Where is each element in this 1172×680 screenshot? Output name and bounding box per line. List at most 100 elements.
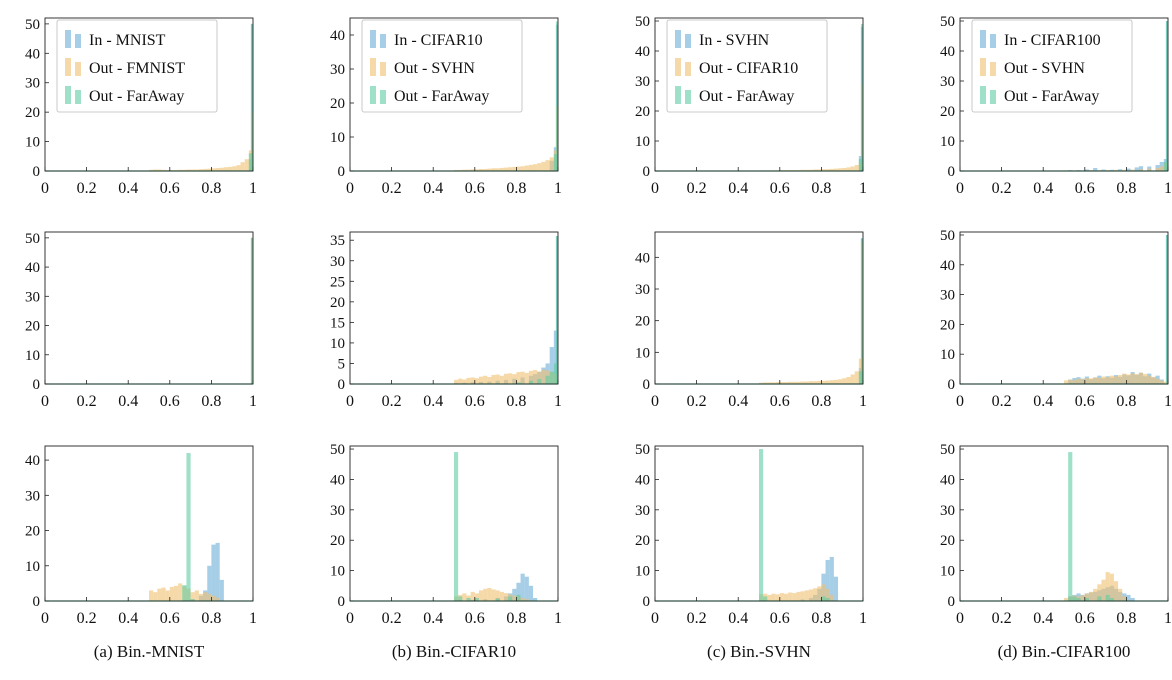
y-tick-label: 10 [635,564,650,580]
bar-series0-4 [211,544,216,601]
bar-series2-1 [763,596,768,601]
bar-series1-6 [173,585,179,601]
legend-entry: In - CIFAR10 [394,32,483,49]
x-tick-label: 0.6 [1075,610,1095,627]
bar-series1-13 [508,373,513,384]
bar-series2-1 [555,21,558,172]
bar-series1-10 [190,592,195,601]
y-tick-label: 35 [330,233,345,249]
bar-series1-14 [817,380,822,384]
bar-series1-1 [458,378,463,384]
bar-series2-1 [458,596,463,601]
bar-series1-16 [520,371,525,384]
bars-group [149,23,253,171]
bar-series0-6 [829,556,834,601]
bar-series1-5 [779,593,784,601]
x-tick-label: 0 [41,393,49,410]
y-tick-label: 10 [940,564,955,580]
y-tick-label: 40 [635,472,650,488]
y-tick-label: 30 [25,76,40,92]
x-tick-label: 0.4 [1033,180,1053,197]
x-tick-label: 1 [249,393,257,410]
bar-series1-14 [817,586,822,601]
y-tick-label: 5 [338,356,346,372]
bar-series2-6 [516,594,521,601]
bar-series1-6 [478,168,484,171]
x-tick-label: 0 [956,393,964,410]
bar-series1-6 [478,376,484,384]
legend-swatch [75,62,81,76]
bar-series1-8 [1097,584,1102,601]
bar-series1-16 [825,380,830,384]
bar-series2-3 [825,597,830,601]
bar-series1-7 [483,168,488,171]
y-tick-label: 40 [940,258,955,274]
bar-series1-12 [1113,376,1119,384]
x-tick-label: 0.6 [160,180,180,197]
histogram-panel-b-row1: 0 10 20 30 40 0 0.2 0.4 0.6 0.8 1 In - CIFAR10 Out -… [330,17,562,197]
bar-series2-4 [1097,596,1102,601]
legend-box [971,19,1133,113]
bar-series1-10 [495,590,500,601]
legend-entry: Out - FMNIST [89,60,185,77]
bar-series1-2 [157,169,162,171]
bar-series1-10 [495,168,500,171]
legend-swatch [990,62,996,76]
legend-swatch [370,86,376,104]
bar-series2-2 [466,597,471,601]
bar-series1-20 [1147,375,1152,384]
bar-series1-12 [808,381,814,384]
x-tick-label: 0.4 [1033,610,1053,627]
y-tick-label: 40 [25,46,40,62]
x-tick-label: 0.8 [811,393,831,410]
x-tick-label: 0.4 [423,610,443,627]
bar-series1-4 [1080,379,1085,384]
y-tick-label: 50 [635,14,650,30]
y-tick-label: 40 [330,472,345,488]
bar-series0-6 [1118,169,1123,171]
bar-series2-4 [495,598,500,601]
bar-series1-18 [1138,372,1144,384]
bar-series0-5 [825,559,830,601]
bar-series1-19 [533,370,538,384]
x-tick-label: 0.4 [423,393,443,410]
x-tick-label: 1 [1164,610,1172,627]
legend-entry: Out - FarAway [89,88,184,105]
bar-series1-6 [478,590,484,601]
x-tick-label: 0.4 [118,610,138,627]
bar-series1-15 [821,584,826,601]
x-tick-label: 1 [1164,393,1172,410]
bar-series1-5 [474,378,479,384]
bar-series0-14 [1126,594,1131,601]
x-tick-label: 1 [859,393,867,410]
axes-frame [44,17,254,172]
x-tick-label: 0.4 [118,180,138,197]
y-tick-label: 20 [635,533,650,549]
bar-series1-13 [203,168,208,171]
bar-series1-12 [503,167,509,171]
x-tick-label: 1 [249,180,257,197]
legend-swatch [980,58,986,76]
bar-series1-7 [483,375,488,384]
x-tick-label: 0.4 [423,180,443,197]
y-tick-label: 30 [25,488,40,504]
bar-series1-8 [792,381,797,384]
x-tick-label: 0 [651,393,659,410]
legend: In - CIFAR100 Out - SVHN Out - FarAway [971,19,1133,113]
bar-series0-11 [533,597,538,601]
bars-group [759,238,863,384]
bar-series1-22 [850,166,855,171]
bar-series0-3 [207,565,212,601]
bar-series1-19 [228,166,233,171]
bar-series0-7 [833,576,839,601]
bar-series1-7 [788,381,793,384]
x-tick-label: 0.8 [201,180,221,197]
bar-series1-13 [1118,375,1123,384]
bar-series1-20 [842,168,847,171]
bar-series1-3 [466,377,471,384]
bar-series1-15 [516,372,521,384]
x-tick-label: 0.8 [506,393,526,410]
bar-series1-7 [1093,588,1098,601]
bar-series1-4 [470,169,475,171]
bar-series1-9 [1138,169,1144,171]
